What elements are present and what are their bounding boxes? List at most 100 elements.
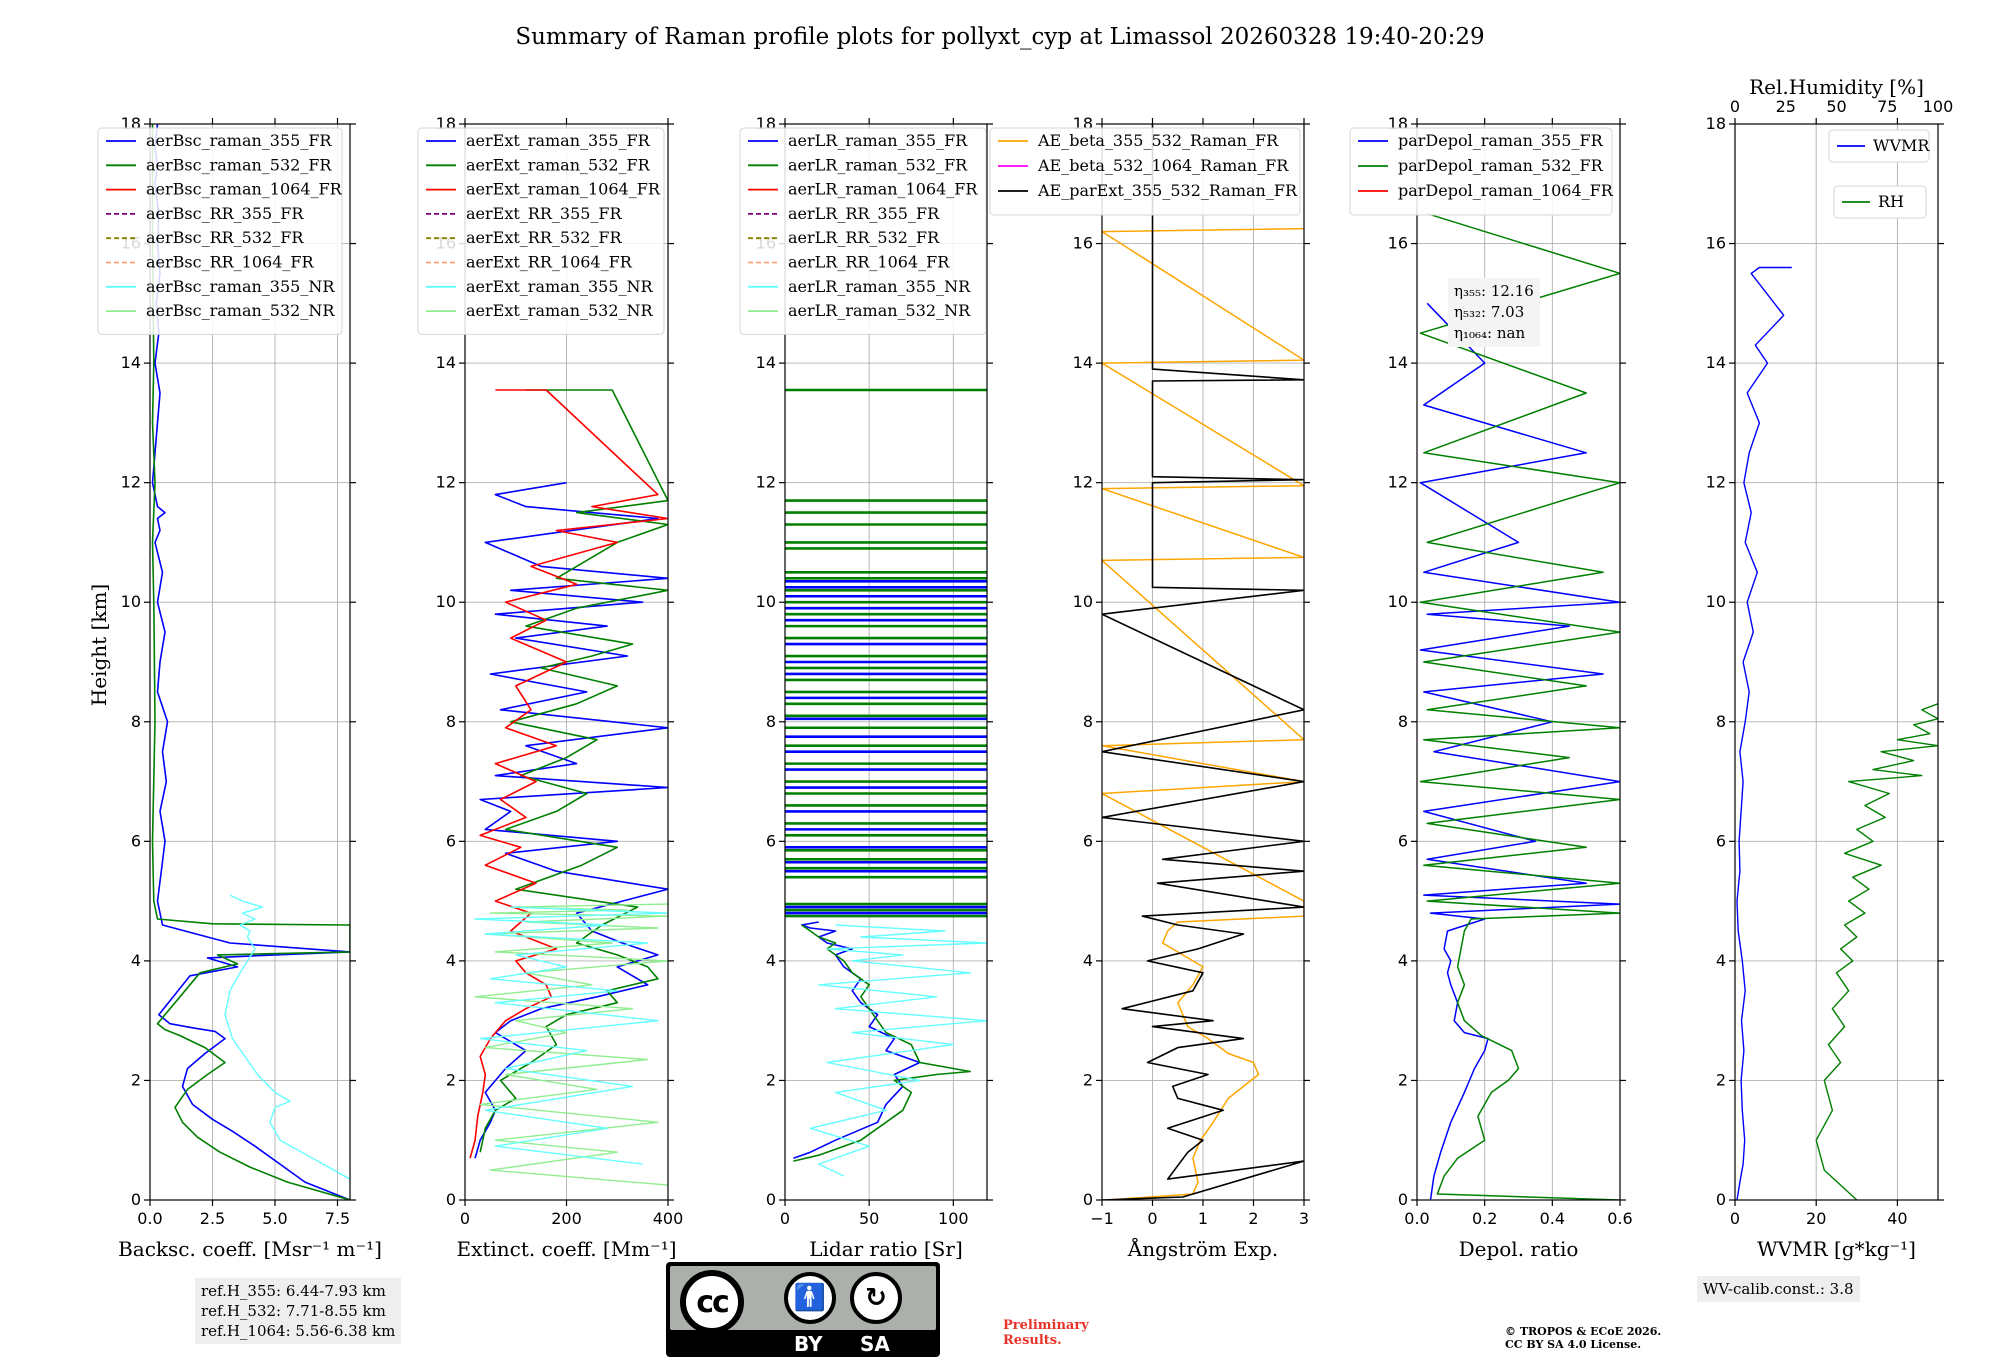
eta-1064: η₁₀₆₄: nan <box>1454 324 1526 342</box>
y-tick-label: 10 <box>1706 592 1726 611</box>
eta-532: η₅₃₂: 7.03 <box>1454 303 1525 321</box>
legend-label: aerBsc_RR_532_FR <box>146 228 304 247</box>
y-tick-label: 14 <box>1388 353 1408 372</box>
top-tick-label: 100 <box>1923 97 1954 116</box>
legend-label: aerLR_RR_1064_FR <box>788 253 950 272</box>
y-tick-label: 12 <box>1388 473 1408 492</box>
series-aerExt_raman_355_NR <box>474 906 668 1165</box>
y-tick-label: 2 <box>1398 1070 1408 1089</box>
series-RH <box>1815 703 1938 1200</box>
legend: aerExt_raman_355_FR aerExt_raman_532_FRae… <box>417 127 665 335</box>
x-tick-label: 7.5 <box>325 1209 350 1228</box>
x-tick-label: 2.5 <box>200 1209 225 1228</box>
y-tick-label: 0 <box>766 1190 776 1209</box>
legend-label: aerBsc_raman_355_NR <box>146 277 335 296</box>
legend-label: aerLR_raman_532_NR <box>788 301 971 320</box>
y-tick-label: 2 <box>131 1070 141 1089</box>
y-tick-label: 6 <box>766 831 776 850</box>
x-axis-label: Extinct. coeff. [Mm⁻¹] <box>456 1237 676 1261</box>
x-tick-label: 400 <box>653 1209 684 1228</box>
series-aerExt_raman_532_NR <box>474 903 668 1186</box>
legend: WVMR <box>1828 129 1930 163</box>
y-tick-label: 6 <box>1398 831 1408 850</box>
y-tick-label: 14 <box>121 353 141 372</box>
series-parDepol_raman_532_FR <box>1419 212 1620 1200</box>
legend-label: aerBsc_raman_532_FR <box>146 155 332 174</box>
y-tick-label: 12 <box>756 473 776 492</box>
x-tick-label: 50 <box>859 1209 879 1228</box>
y-tick-label: 10 <box>1388 592 1408 611</box>
ref-height-1064: ref.H_1064: 5.56-6.38 km <box>201 1322 396 1340</box>
y-tick-label: 12 <box>1073 473 1093 492</box>
y-tick-label: 4 <box>1716 951 1726 970</box>
y-tick-label: 14 <box>1706 353 1726 372</box>
series-AE_parExt_355_532_Raman_FR <box>1102 124 1304 1200</box>
share-alike-icon: ↻ <box>850 1272 902 1324</box>
y-tick-label: 12 <box>1706 473 1726 492</box>
y-tick-label: 4 <box>131 951 141 970</box>
x-tick-label: 40 <box>1887 1209 1907 1228</box>
y-tick-label: 14 <box>1073 353 1093 372</box>
panel-lidar_ratio: 024681012141618050100Lidar ratio [Sr]aer… <box>739 114 993 1261</box>
legend-label: parDepol_raman_532_FR <box>1398 156 1604 175</box>
legend-label: AE_beta_355_532_Raman_FR <box>1037 131 1279 150</box>
x-tick-label: 0 <box>460 1209 470 1228</box>
legend-label: aerExt_raman_355_FR <box>466 131 651 150</box>
y-tick-label: 16 <box>1073 234 1093 253</box>
x-tick-label: 20 <box>1806 1209 1826 1228</box>
height-axis-label: Height [km] <box>87 584 111 706</box>
y-tick-label: 0 <box>1083 1190 1093 1209</box>
copyright-note: © TROPOS & ECoE 2026. CC BY SA 4.0 Licen… <box>1505 1325 1662 1351</box>
y-tick-label: 2 <box>446 1070 456 1089</box>
y-tick-label: 4 <box>1083 951 1093 970</box>
series-WVMR <box>1736 266 1792 1200</box>
legend-label: aerLR_raman_532_FR <box>788 155 968 174</box>
y-tick-label: 8 <box>1716 712 1726 731</box>
x-tick-label: 0.6 <box>1607 1209 1632 1228</box>
series-aerBsc_raman_355_NR <box>224 894 350 1180</box>
series-group <box>1102 124 1304 1200</box>
top-axis-label: Rel.Humidity [%] <box>1749 75 1924 99</box>
legend-label: aerLR_RR_355_FR <box>788 204 940 223</box>
legend-label: parDepol_raman_1064_FR <box>1398 181 1614 200</box>
x-tick-label: 5.0 <box>262 1209 287 1228</box>
legend-label: parDepol_raman_355_FR <box>1398 131 1604 150</box>
y-tick-label: 0 <box>1716 1190 1726 1209</box>
y-tick-label: 8 <box>1083 712 1093 731</box>
y-tick-label: 6 <box>131 831 141 850</box>
y-tick-label: 10 <box>121 592 141 611</box>
y-tick-label: 10 <box>1073 592 1093 611</box>
preliminary-results-note: Preliminary Results. <box>1003 1318 1089 1348</box>
series-aerExt_raman_355_FR <box>474 481 668 1159</box>
legend-label: aerExt_RR_1064_FR <box>466 253 633 272</box>
y-tick-label: 6 <box>1716 831 1726 850</box>
y-tick-label: 0 <box>131 1190 141 1209</box>
panel-extinction: 0246810121416180200400Extinct. coeff. [M… <box>417 114 684 1261</box>
x-tick-label: 100 <box>938 1209 969 1228</box>
series-aerLR_raman_355_NR <box>809 924 987 1177</box>
legend-label: AE_beta_532_1064_Raman_FR <box>1037 156 1289 175</box>
y-tick-label: 18 <box>1706 114 1726 133</box>
grid <box>1734 123 1938 1201</box>
ref-height-532: ref.H_532: 7.71-8.55 km <box>201 1302 386 1320</box>
y-tick-label: 6 <box>446 831 456 850</box>
y-tick-label: 4 <box>766 951 776 970</box>
legend-label: aerBsc_RR_1064_FR <box>146 253 315 272</box>
x-tick-label: 0.0 <box>137 1209 162 1228</box>
y-tick-label: 8 <box>131 712 141 731</box>
x-tick-label: −1 <box>1090 1209 1114 1228</box>
series-aerExt_raman_532_FR <box>479 389 668 1153</box>
legend-label: aerExt_raman_532_FR <box>466 155 651 174</box>
ref-height-355: ref.H_355: 6.44-7.93 km <box>201 1282 386 1300</box>
x-tick-label: 1 <box>1198 1209 1208 1228</box>
eta-355: η₃₅₅: 12.16 <box>1454 282 1534 300</box>
legend-label: AE_parExt_355_532_Raman_FR <box>1037 181 1298 200</box>
y-tick-label: 16 <box>1706 234 1726 253</box>
legend: RH <box>1833 185 1927 219</box>
y-tick-label: 8 <box>766 712 776 731</box>
series-aerBsc_raman_532_FR <box>151 124 350 1200</box>
x-tick-label: 0 <box>780 1209 790 1228</box>
series-aerLR_raman_532_FR <box>793 924 971 1162</box>
